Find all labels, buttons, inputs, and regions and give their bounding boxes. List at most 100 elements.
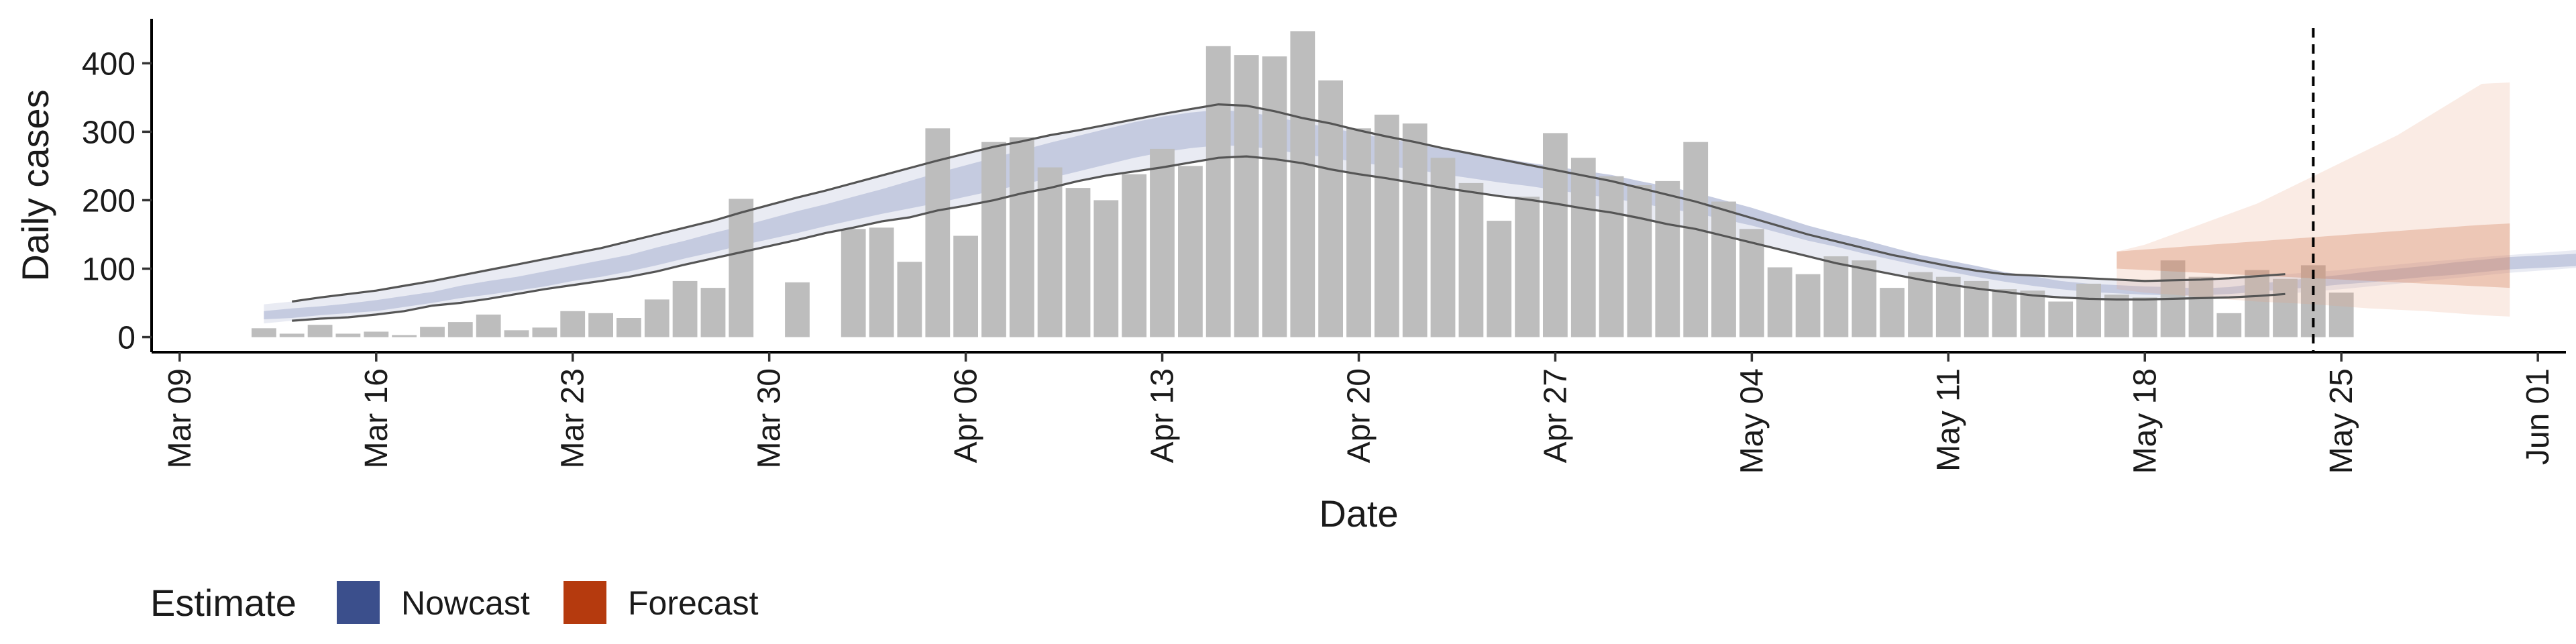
legend-title: Estimate [150, 582, 297, 624]
y-axis-title: Daily cases [14, 89, 56, 281]
observed-bar [279, 333, 305, 337]
observed-bar [1234, 55, 1259, 337]
observed-bar [560, 311, 586, 337]
observed-bar [1908, 272, 1933, 337]
observed-bar [2076, 283, 2101, 337]
observed-bar [841, 229, 866, 337]
observed-bar [1992, 289, 2017, 337]
observed-bars [252, 31, 2354, 337]
x-tick-label: Mar 09 [162, 368, 198, 468]
observed-bar [869, 227, 894, 337]
observed-bar [476, 314, 501, 337]
nowcast-outline [291, 103, 2286, 322]
observed-bar [1093, 200, 1119, 337]
observed-bar [307, 325, 333, 337]
observed-bar [1570, 158, 1596, 337]
observed-bar [364, 331, 389, 337]
observed-bar [616, 318, 641, 337]
axes: 0 100 200 300 400 Mar 09 Mar 16 Mar 23 Mar 30 Apr… [82, 19, 2566, 474]
x-tick-label: Mar 30 [752, 368, 788, 468]
observed-bar [1290, 31, 1316, 337]
observed-bar [953, 235, 978, 337]
observed-bar [644, 299, 669, 337]
x-tick-label: May 11 [1931, 368, 1966, 472]
x-tick-label: Apr 06 [949, 368, 984, 463]
observed-bar [2048, 301, 2074, 337]
observed-bar [447, 322, 473, 337]
observed-bar [672, 280, 698, 337]
observed-bar [1037, 167, 1063, 337]
observed-bar [252, 328, 276, 337]
observed-bar [1851, 260, 1877, 337]
observed-bar [392, 335, 417, 337]
observed-bar [2132, 297, 2157, 337]
observed-bar [981, 142, 1006, 337]
observed-bar [588, 313, 613, 337]
observed-bar [700, 288, 726, 337]
forecast-outer-band [2116, 82, 2510, 317]
observed-bar [1262, 56, 1287, 337]
observed-bar [1795, 274, 1821, 337]
observed-bar [1739, 229, 1764, 337]
observed-bar [420, 327, 445, 337]
observed-bar [1402, 123, 1428, 337]
observed-bar [1655, 180, 1680, 337]
observed-bar [1346, 128, 1371, 337]
observed-bar [1823, 256, 1849, 337]
observed-bar [1935, 276, 1961, 337]
observed-bar [1430, 158, 1456, 337]
y-tick-label: 0 [117, 321, 136, 356]
observed-bar [1150, 148, 1175, 337]
observed-bar [1374, 114, 1399, 337]
observed-bar [532, 327, 557, 337]
x-tick-label: Apr 13 [1145, 368, 1181, 463]
x-axis-title: Date [1319, 492, 1398, 535]
observed-bar [2216, 313, 2242, 337]
observed-bar [1205, 46, 1231, 337]
x-tick-label: Mar 16 [359, 368, 394, 468]
observed-bar [2020, 290, 2045, 337]
observed-bar [2328, 292, 2354, 337]
observed-bar [1599, 176, 1624, 337]
x-tick-label: Apr 20 [1342, 368, 1377, 463]
observed-bar [1178, 166, 1203, 337]
observed-bar [1065, 188, 1091, 337]
x-tick-label: Jun 01 [2520, 368, 2556, 465]
observed-bar [785, 282, 810, 337]
observed-bar [2245, 270, 2269, 337]
legend-label-nowcast: Nowcast [401, 584, 530, 622]
y-tick-label: 200 [82, 183, 136, 219]
nowcast-lower-line [292, 155, 2286, 322]
x-tick-label: May 25 [2324, 368, 2359, 474]
observed-bar [2188, 276, 2214, 337]
y-tick-label: 400 [82, 46, 136, 82]
observed-bar [1767, 267, 1792, 337]
observed-bar [1515, 197, 1540, 337]
y-tick-label: 100 [82, 252, 136, 287]
observed-bar [1458, 182, 1484, 337]
legend: Estimate Nowcast Forecast [150, 581, 759, 624]
legend-label-forecast: Forecast [628, 584, 759, 622]
x-tick-label: May 04 [1734, 368, 1770, 474]
observed-bar [2104, 294, 2129, 337]
legend-key-nowcast [337, 581, 380, 624]
observed-bar [1487, 221, 1512, 337]
observed-bar [504, 330, 529, 337]
x-tick-label: Mar 23 [555, 368, 591, 468]
y-tick-label: 300 [82, 115, 136, 150]
observed-bar [335, 333, 361, 337]
observed-bar [1627, 185, 1652, 337]
observed-bar [1009, 137, 1034, 337]
observed-bar [1683, 142, 1709, 337]
observed-bar [1711, 201, 1736, 337]
observed-bar [1543, 133, 1568, 337]
observed-bar [1318, 80, 1343, 337]
observed-bar [1122, 174, 1147, 337]
x-tick-label: May 18 [2127, 368, 2163, 474]
x-tick-label: Apr 27 [1538, 368, 1573, 463]
observed-bar [1880, 288, 1904, 337]
observed-bar [897, 262, 922, 337]
legend-key-forecast [564, 581, 606, 624]
observed-bar [2273, 278, 2298, 337]
